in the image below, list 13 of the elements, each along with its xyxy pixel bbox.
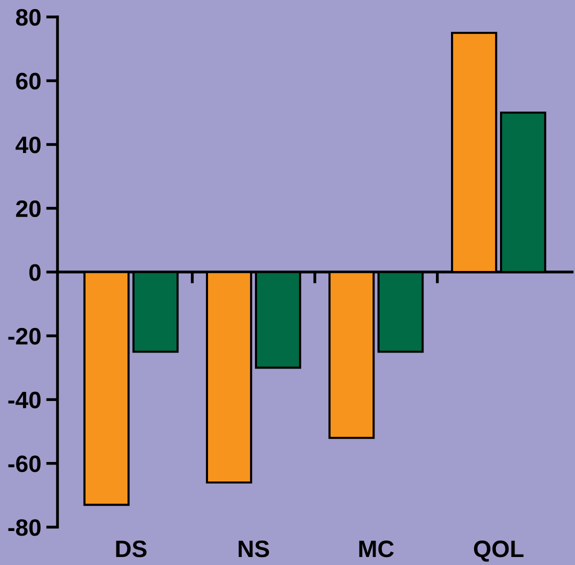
x-tick-label: DS	[116, 540, 146, 558]
y-tick-label: -20	[8, 328, 41, 345]
y-tick-label: 20	[16, 200, 41, 218]
y-tick-label: 40	[16, 136, 41, 154]
y-tick-label: 60	[16, 72, 41, 90]
y-tick-label: -80	[8, 519, 41, 536]
y-tick-label: -40	[8, 392, 41, 408]
x-tick-label: MC	[359, 540, 394, 558]
x-tick-label: NS	[238, 540, 270, 558]
y-tick-label: 0	[29, 264, 41, 281]
y-tick-label: 80	[16, 9, 41, 26]
y-tick-label: -60	[8, 455, 41, 472]
x-tick-label: QOL	[474, 540, 524, 562]
